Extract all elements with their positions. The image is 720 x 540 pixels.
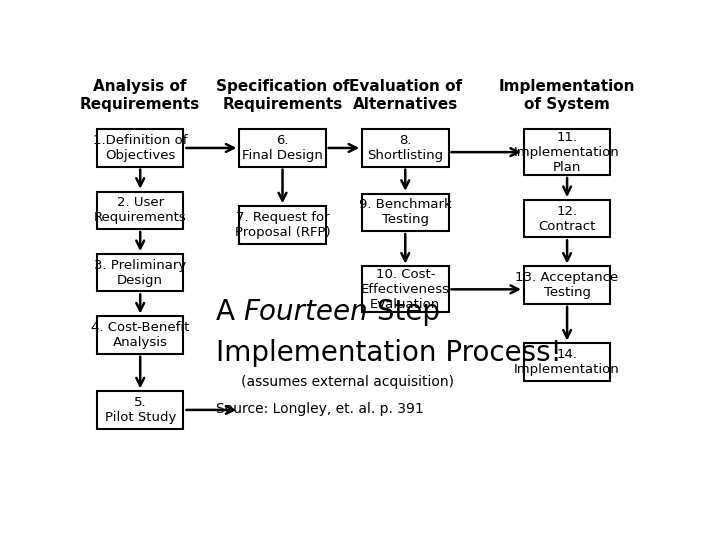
Bar bbox=[239, 206, 325, 244]
Text: 13. Acceptance
Testing: 13. Acceptance Testing bbox=[516, 271, 618, 299]
Text: 6.
Final Design: 6. Final Design bbox=[242, 134, 323, 162]
Bar bbox=[524, 343, 611, 381]
Text: 3. Preliminary
Design: 3. Preliminary Design bbox=[94, 259, 186, 287]
Text: 2. User
Requirements: 2. User Requirements bbox=[94, 197, 186, 224]
Bar bbox=[97, 254, 184, 292]
Text: 1.Definition of
Objectives: 1.Definition of Objectives bbox=[93, 134, 187, 162]
Bar bbox=[97, 391, 184, 429]
Bar bbox=[97, 192, 184, 229]
Bar bbox=[239, 129, 325, 167]
Text: 8.
Shortlisting: 8. Shortlisting bbox=[367, 134, 444, 162]
Text: Step: Step bbox=[368, 298, 440, 326]
Text: 11.
Implementation
Plan: 11. Implementation Plan bbox=[514, 131, 620, 174]
Text: 4. Cost-Benefit
Analysis: 4. Cost-Benefit Analysis bbox=[91, 321, 189, 349]
Text: 5.
Pilot Study: 5. Pilot Study bbox=[104, 396, 176, 424]
Bar bbox=[362, 266, 449, 312]
Text: Implementation
of System: Implementation of System bbox=[499, 79, 635, 112]
Text: (assumes external acquisition): (assumes external acquisition) bbox=[240, 375, 454, 389]
Text: 14.
Implementation: 14. Implementation bbox=[514, 348, 620, 376]
Bar bbox=[362, 194, 449, 231]
Bar bbox=[524, 129, 611, 175]
Text: Evaluation of
Alternatives: Evaluation of Alternatives bbox=[348, 79, 462, 112]
Bar bbox=[362, 129, 449, 167]
Text: 12.
Contract: 12. Contract bbox=[539, 205, 595, 233]
Bar bbox=[524, 266, 611, 304]
Text: 10. Cost-
Effectiveness
Evaluation: 10. Cost- Effectiveness Evaluation bbox=[361, 268, 450, 311]
Text: 7. Request for
Proposal (RFP): 7. Request for Proposal (RFP) bbox=[235, 211, 330, 239]
Text: 9. Benchmark
Testing: 9. Benchmark Testing bbox=[359, 198, 451, 226]
Text: Implementation Process!: Implementation Process! bbox=[215, 339, 562, 367]
Bar bbox=[524, 200, 611, 238]
Bar bbox=[97, 316, 184, 354]
Text: Fourteen: Fourteen bbox=[243, 298, 368, 326]
Text: Specification of
Requirements: Specification of Requirements bbox=[216, 79, 349, 112]
Text: A: A bbox=[215, 298, 243, 326]
Bar bbox=[97, 129, 184, 167]
Text: Source: Longley, et. al. p. 391: Source: Longley, et. al. p. 391 bbox=[215, 402, 423, 416]
Text: Analysis of
Requirements: Analysis of Requirements bbox=[80, 79, 200, 112]
